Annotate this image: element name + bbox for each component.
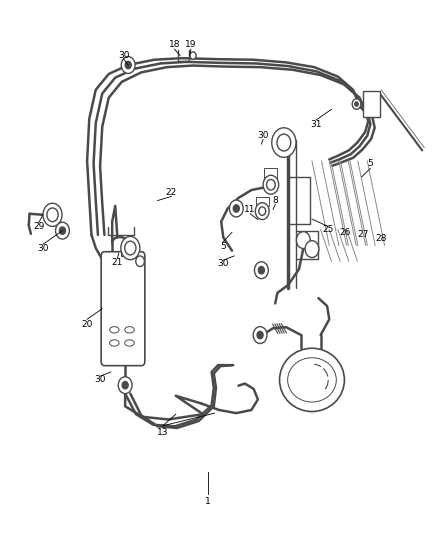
Circle shape — [305, 241, 319, 257]
Circle shape — [118, 377, 132, 393]
FancyBboxPatch shape — [121, 247, 133, 256]
Ellipse shape — [110, 340, 119, 346]
Text: 27: 27 — [357, 230, 368, 239]
FancyBboxPatch shape — [256, 197, 269, 206]
Circle shape — [122, 382, 128, 389]
Circle shape — [277, 134, 291, 151]
Circle shape — [267, 180, 275, 190]
Text: 21: 21 — [112, 259, 123, 268]
Text: 30: 30 — [37, 244, 49, 253]
Circle shape — [272, 128, 296, 157]
Text: 31: 31 — [311, 119, 322, 128]
Circle shape — [352, 99, 361, 109]
Text: 22: 22 — [166, 188, 177, 197]
Circle shape — [60, 227, 66, 235]
Circle shape — [43, 203, 62, 227]
Ellipse shape — [288, 358, 336, 402]
Text: 26: 26 — [339, 228, 350, 237]
Circle shape — [255, 203, 269, 220]
Circle shape — [47, 208, 58, 222]
Circle shape — [121, 56, 135, 74]
Circle shape — [121, 237, 140, 260]
Text: 18: 18 — [169, 41, 180, 50]
Circle shape — [257, 332, 263, 339]
Ellipse shape — [125, 327, 134, 333]
Text: 20: 20 — [81, 320, 93, 329]
Circle shape — [355, 102, 358, 106]
Text: 30: 30 — [258, 131, 269, 140]
Circle shape — [233, 205, 239, 212]
Circle shape — [230, 200, 243, 217]
Text: 30: 30 — [118, 51, 130, 60]
Text: 30: 30 — [218, 260, 229, 268]
Ellipse shape — [110, 327, 119, 333]
FancyBboxPatch shape — [265, 168, 277, 179]
Circle shape — [259, 207, 266, 215]
Circle shape — [254, 262, 268, 279]
Text: 11: 11 — [244, 205, 256, 214]
Circle shape — [258, 266, 265, 274]
Text: 8: 8 — [272, 196, 278, 205]
Text: 28: 28 — [375, 234, 387, 243]
Text: 13: 13 — [157, 428, 169, 437]
Circle shape — [125, 241, 136, 255]
Text: 5: 5 — [367, 159, 373, 168]
Text: 29: 29 — [33, 222, 44, 231]
Text: 5: 5 — [220, 242, 226, 251]
Text: 19: 19 — [185, 41, 197, 50]
Circle shape — [253, 327, 267, 343]
FancyBboxPatch shape — [101, 252, 145, 366]
Circle shape — [263, 175, 279, 194]
Ellipse shape — [125, 340, 134, 346]
Circle shape — [136, 256, 145, 266]
Text: 25: 25 — [322, 225, 334, 234]
Circle shape — [297, 232, 310, 248]
Text: 1: 1 — [205, 497, 211, 506]
Circle shape — [190, 52, 196, 59]
Text: 30: 30 — [94, 375, 106, 384]
Ellipse shape — [279, 348, 344, 411]
Circle shape — [125, 61, 131, 69]
Circle shape — [56, 222, 69, 239]
FancyBboxPatch shape — [363, 91, 380, 117]
